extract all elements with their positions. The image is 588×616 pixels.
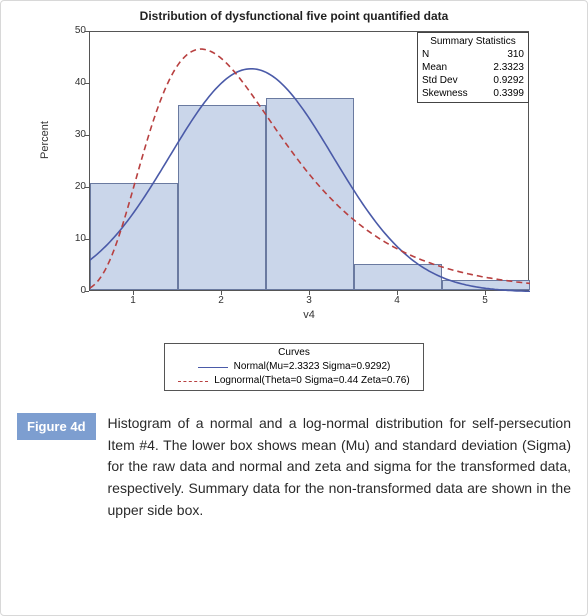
x-tick-label: 1 bbox=[123, 295, 143, 306]
y-tick-label: 50 bbox=[64, 25, 86, 36]
chart-title: Distribution of dysfunctional five point… bbox=[34, 9, 554, 23]
figure-caption-text: Histogram of a normal and a log-normal d… bbox=[108, 413, 571, 521]
stats-title: Summary Statistics bbox=[422, 35, 524, 48]
curves-legend: CurvesNormal(Mu=2.3323 Sigma=0.9292)Logn… bbox=[164, 343, 424, 391]
histogram-bar bbox=[90, 183, 178, 290]
legend-line-sample bbox=[178, 381, 208, 382]
y-tick-label: 20 bbox=[64, 181, 86, 192]
stats-row: N310 bbox=[422, 48, 524, 61]
legend-line-sample bbox=[198, 367, 228, 368]
figure-caption-block: Figure 4d Histogram of a normal and a lo… bbox=[9, 413, 579, 521]
stats-row: Mean2.3323 bbox=[422, 61, 524, 74]
x-axis-label: v4 bbox=[89, 309, 529, 321]
y-tick-label: 30 bbox=[64, 129, 86, 140]
chart-container: Distribution of dysfunctional five point… bbox=[34, 9, 554, 339]
y-tick-label: 10 bbox=[64, 233, 86, 244]
histogram-bar bbox=[266, 98, 354, 290]
x-tick-label: 5 bbox=[475, 295, 495, 306]
figure-label: Figure 4d bbox=[17, 413, 96, 440]
x-tick-label: 2 bbox=[211, 295, 231, 306]
legend-label: Lognormal(Theta=0 Sigma=0.44 Zeta=0.76) bbox=[214, 374, 409, 388]
y-tick-label: 0 bbox=[64, 285, 86, 296]
x-tick-label: 4 bbox=[387, 295, 407, 306]
y-tick-label: 40 bbox=[64, 77, 86, 88]
legend-title: Curves bbox=[171, 346, 417, 360]
legend-label: Normal(Mu=2.3323 Sigma=0.9292) bbox=[234, 360, 391, 374]
legend-item: Normal(Mu=2.3323 Sigma=0.9292) bbox=[171, 360, 417, 374]
histogram-bar bbox=[354, 264, 442, 290]
histogram-bar bbox=[442, 280, 530, 290]
legend-item: Lognormal(Theta=0 Sigma=0.44 Zeta=0.76) bbox=[171, 374, 417, 388]
summary-statistics-box: Summary StatisticsN310Mean2.3323Std Dev0… bbox=[417, 32, 529, 103]
histogram-bar bbox=[178, 105, 266, 290]
stats-row: Std Dev0.9292 bbox=[422, 74, 524, 87]
x-tick-label: 3 bbox=[299, 295, 319, 306]
y-axis-label: Percent bbox=[39, 121, 51, 159]
stats-row: Skewness0.3399 bbox=[422, 87, 524, 100]
